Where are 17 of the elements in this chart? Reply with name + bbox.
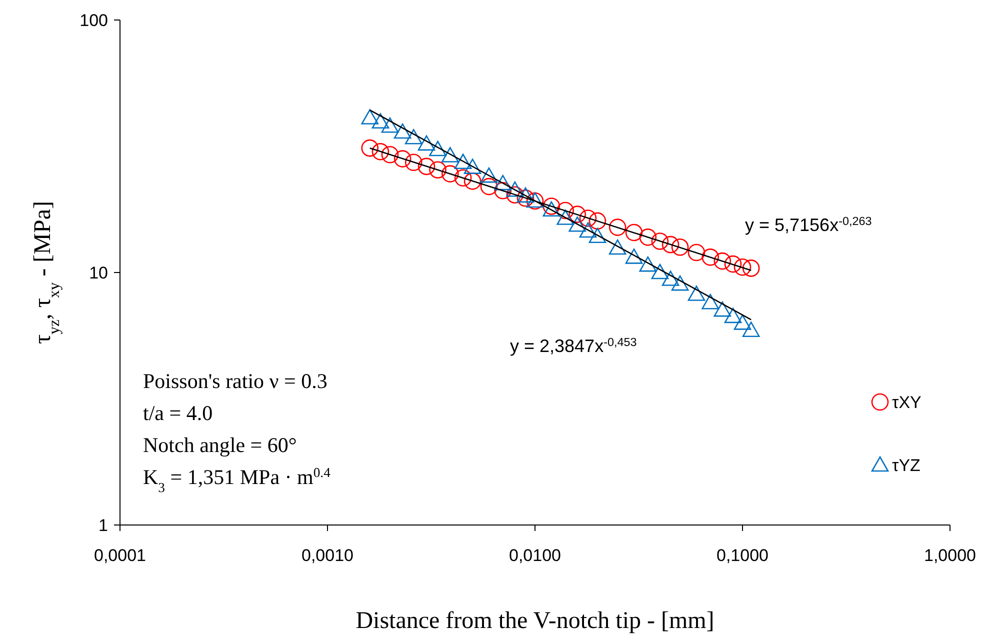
y-tick-label: 100: [80, 10, 108, 30]
annotation: t/a = 4.0: [143, 401, 213, 425]
y-tick-label: 10: [89, 263, 108, 282]
legend-label: τYZ: [892, 456, 920, 475]
y-tick-label: 1: [98, 516, 108, 535]
legend-label: τXY: [892, 392, 922, 412]
x-tick-label: 1,0000: [924, 546, 976, 565]
x-tick-label: 0,0010: [302, 546, 354, 565]
annotation: y = 5,7156x$^{-0,263}$: [745, 214, 872, 235]
x-tick-label: 0,1000: [716, 546, 768, 565]
annotation: y = 2,3847x$^{-0,453}$: [510, 336, 637, 356]
annotation: K$_{3}$ = 1,351 MPa · m$^{0.4}$: [143, 464, 331, 494]
x-axis-title: Distance from the V-notch tip - [mm]: [356, 608, 714, 634]
x-tick-label: 0,0100: [509, 546, 561, 565]
annotation: Notch angle = 60°: [143, 433, 297, 457]
annotation: Poisson's ratio ν = 0.3: [143, 369, 328, 393]
x-tick-label: 0,0001: [94, 546, 146, 565]
